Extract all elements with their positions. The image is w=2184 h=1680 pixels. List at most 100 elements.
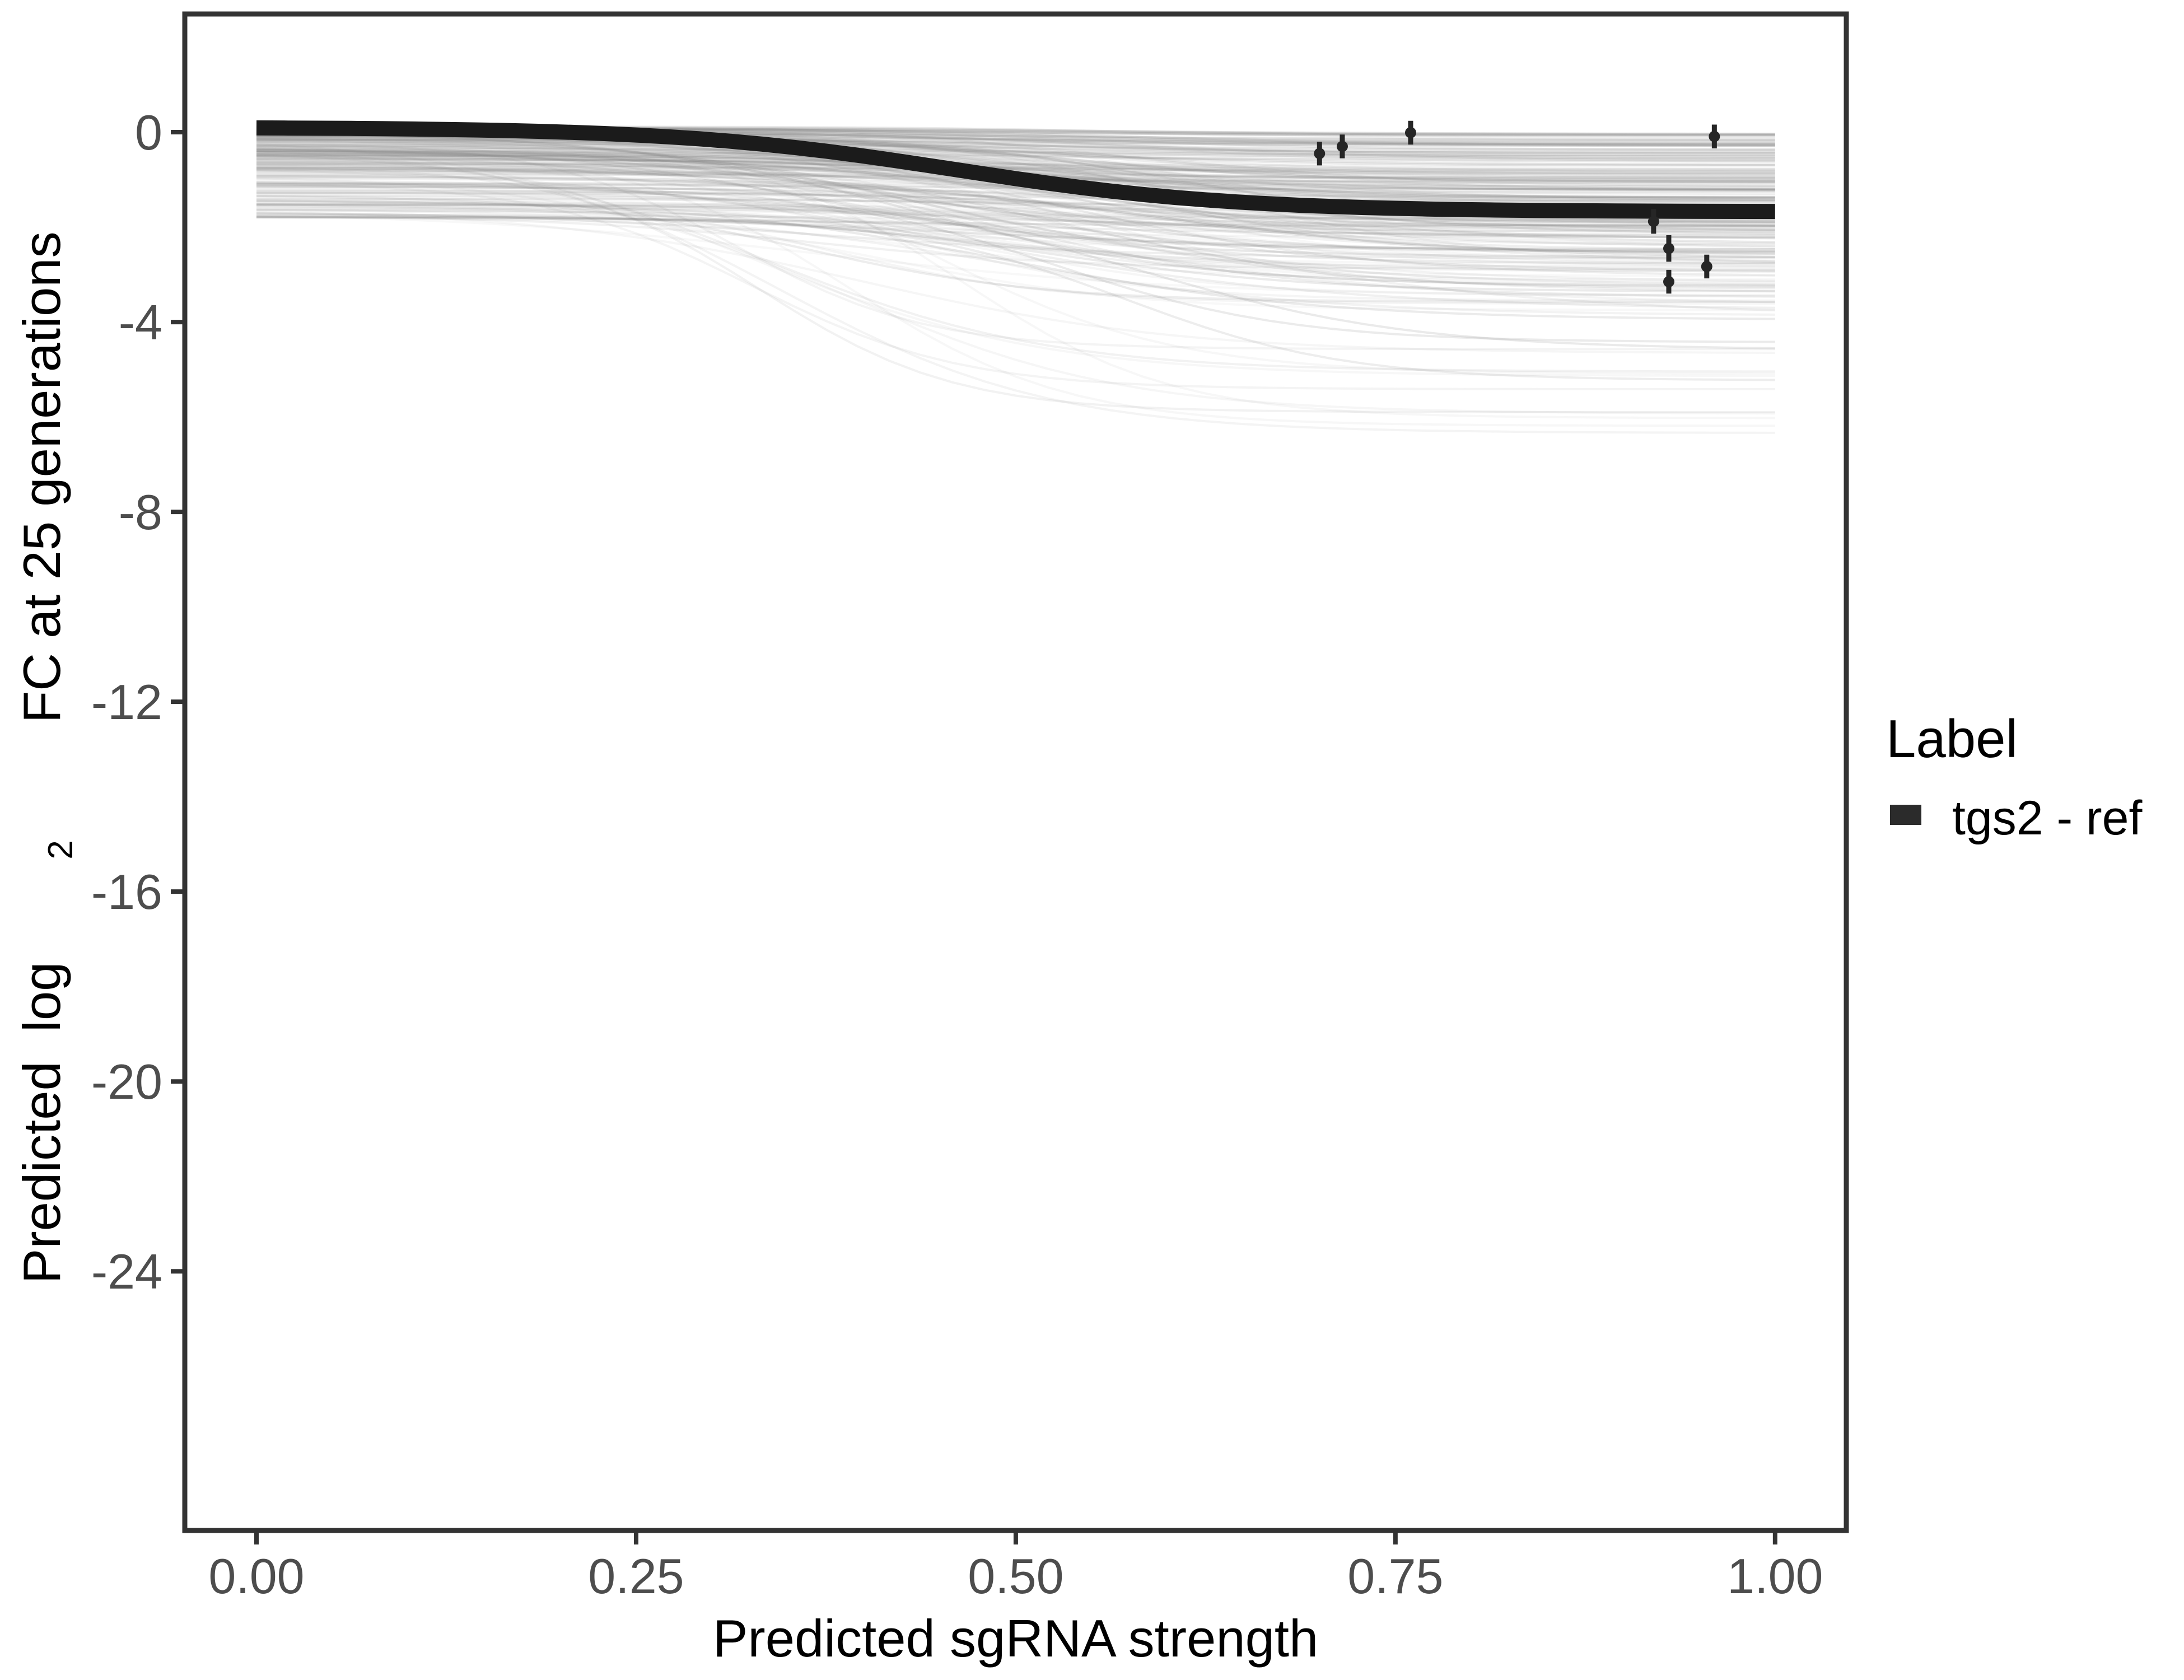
ensemble-outlier-curve xyxy=(256,150,1775,434)
ensemble-outlier-curve xyxy=(256,177,1775,415)
ensemble-curve xyxy=(256,181,1775,268)
ensemble-curve xyxy=(256,184,1775,239)
ensemble-curve xyxy=(256,144,1775,183)
ensemble-curve xyxy=(256,209,1775,265)
ensemble-curve xyxy=(256,194,1775,305)
ensemble-curve xyxy=(256,141,1775,166)
data-point xyxy=(1336,141,1348,152)
ensemble-curve xyxy=(256,140,1775,151)
ensemble-curve xyxy=(256,165,1775,176)
ensemble-curve xyxy=(256,213,1775,311)
ensemble-curve xyxy=(256,141,1775,227)
data-point xyxy=(1314,148,1326,160)
ensemble-curve xyxy=(256,148,1775,160)
ensemble-curve xyxy=(256,155,1775,227)
ensemble-curve xyxy=(256,175,1775,255)
ensemble-outlier-curve xyxy=(256,143,1775,377)
ensemble-curve xyxy=(256,150,1775,292)
ensemble-curve xyxy=(256,144,1775,180)
ensemble-curve xyxy=(256,204,1775,230)
ensemble-curve xyxy=(256,216,1775,228)
x-tick-label: 0.75 xyxy=(1347,1548,1443,1604)
ensemble-curve xyxy=(256,159,1775,170)
ensemble-curve xyxy=(256,193,1775,204)
ensemble-curve xyxy=(256,134,1775,277)
x-axis-title: Predicted sgRNA strength xyxy=(713,1609,1319,1668)
ensemble-curve xyxy=(256,208,1775,282)
ensemble-outlier-curve xyxy=(256,139,1775,419)
ensemble-curve xyxy=(256,183,1775,190)
main-fit-line xyxy=(256,120,1775,220)
ensemble-curve xyxy=(256,203,1775,273)
ensemble-curve xyxy=(256,148,1775,312)
ensemble-curve xyxy=(256,209,1775,316)
ensemble-curve xyxy=(256,151,1775,191)
fit-line-path xyxy=(256,120,1775,220)
ensemble-curve xyxy=(256,142,1775,170)
ensemble-curve xyxy=(256,148,1775,171)
legend-title: Label xyxy=(1886,709,2018,769)
ensemble-curve xyxy=(256,214,1775,297)
ensemble-curve xyxy=(256,144,1775,161)
ensemble-curve xyxy=(256,186,1775,194)
data-point xyxy=(1663,276,1674,288)
ensemble-curve xyxy=(256,130,1775,286)
ensemble-curve xyxy=(256,186,1775,239)
ensemble-curve xyxy=(256,138,1775,264)
ensemble-curve xyxy=(256,161,1775,179)
ensemble-curve xyxy=(256,198,1775,225)
ensemble-curve xyxy=(256,138,1775,286)
ensemble-curve xyxy=(256,195,1775,303)
ensemble-curve xyxy=(256,142,1775,227)
ensemble-curve xyxy=(256,162,1775,202)
ensemble-curve xyxy=(256,158,1775,167)
ensemble-curve xyxy=(256,216,1775,281)
ensemble-curve xyxy=(256,203,1775,272)
y-tick-label: 0 xyxy=(135,105,162,160)
ensemble-curve xyxy=(256,203,1775,290)
y-axis-title: Predicted log 2 FC at 25 generations xyxy=(12,158,83,1386)
ensemble-curve xyxy=(256,149,1775,205)
ensemble-curve xyxy=(256,216,1775,293)
ensemble-outlier-curve xyxy=(256,140,1775,375)
ensemble-curve xyxy=(256,155,1775,199)
ensemble-curve xyxy=(256,153,1775,163)
ensemble-curve xyxy=(256,155,1775,258)
ensemble-curve xyxy=(256,138,1775,155)
ensemble-curve xyxy=(256,214,1775,228)
ensemble-curve xyxy=(256,190,1775,224)
ensemble-curve xyxy=(256,160,1775,174)
ensemble-curve xyxy=(256,212,1775,260)
ensemble-curve xyxy=(256,161,1775,256)
ensemble-curve xyxy=(256,215,1775,236)
y-axis: 0 -4 -8 -12 -16 -20 -24 xyxy=(91,105,185,1299)
y-axis-title-subscript: 2 xyxy=(41,840,80,859)
ensemble-curve xyxy=(256,188,1775,277)
ensemble-curve xyxy=(256,169,1775,231)
data-point xyxy=(1404,127,1416,138)
ensemble-curve xyxy=(256,215,1775,270)
ensemble-curve xyxy=(256,199,1775,288)
ensemble-curve xyxy=(256,189,1775,223)
y-tick-label: -4 xyxy=(119,295,162,350)
ensemble-curve xyxy=(256,144,1775,160)
ensemble-curve xyxy=(256,192,1775,349)
ensemble-curve xyxy=(256,207,1775,296)
ensemble-curve xyxy=(256,194,1775,225)
ensemble-curve xyxy=(256,154,1775,178)
ensemble-curve xyxy=(256,138,1775,175)
ensemble-curve xyxy=(256,147,1775,158)
ensemble-curve xyxy=(256,203,1775,233)
ensemble-curve xyxy=(256,216,1775,381)
ensemble-curve xyxy=(256,161,1775,232)
ensemble-curve xyxy=(256,155,1775,240)
ensemble-curve xyxy=(256,144,1775,153)
ensemble-curve xyxy=(256,156,1775,173)
y-axis-title-text: Predicted log xyxy=(12,962,71,1284)
y-tick-label: -20 xyxy=(91,1054,162,1109)
legend-key-swatch xyxy=(1890,805,1921,825)
ensemble-curve xyxy=(256,200,1775,304)
data-point xyxy=(1701,260,1712,272)
